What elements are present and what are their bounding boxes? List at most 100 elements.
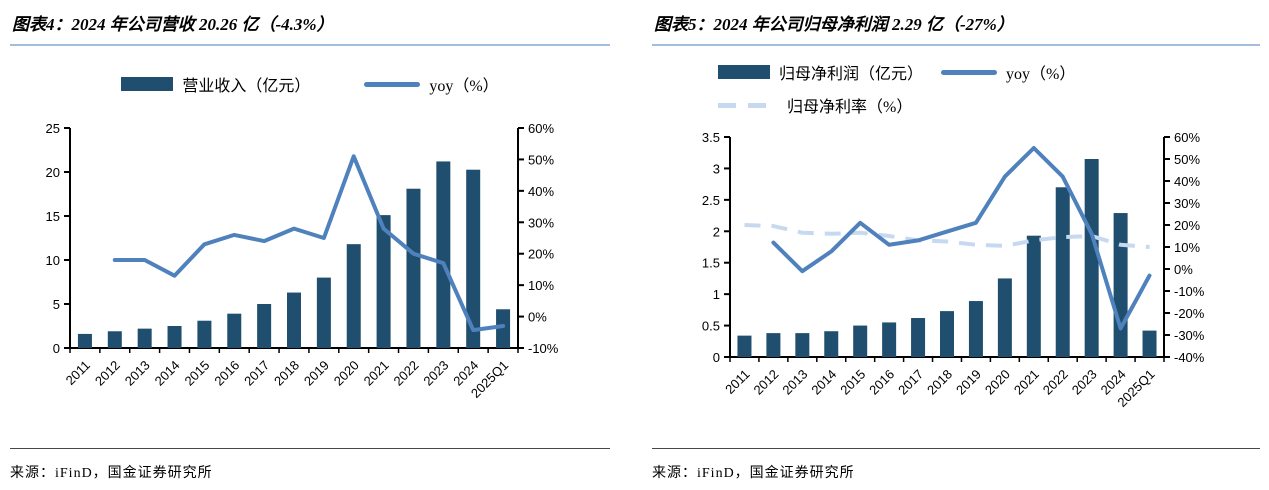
x-category-label: 2021 xyxy=(1011,367,1042,398)
dashed-line-swatch-icon xyxy=(718,102,778,108)
bar xyxy=(77,333,92,348)
right-axis-label: 20% xyxy=(528,247,554,262)
bar xyxy=(466,169,481,348)
source-divider xyxy=(652,448,1260,449)
x-category-label: 2014 xyxy=(808,367,839,398)
left-axis-label: 3 xyxy=(713,161,720,176)
legend-item-yoy: yoy（%） xyxy=(364,72,499,96)
left-axis-label: 0 xyxy=(53,341,60,356)
figure-5-source: 来源：iFinD，国金证券研究所 xyxy=(652,448,1260,482)
bar xyxy=(882,322,897,357)
bar xyxy=(227,313,242,348)
legend-item-yoy: yoy（%） xyxy=(941,60,1075,84)
right-axis-label: 50% xyxy=(528,152,554,167)
left-axis-label: 3.5 xyxy=(702,130,720,145)
right-axis-label: 40% xyxy=(1174,174,1200,189)
bar xyxy=(316,277,331,348)
yoy-line xyxy=(771,146,1152,331)
legend-item-net-profit: 归母净利润（亿元） xyxy=(718,60,923,84)
bar xyxy=(997,278,1012,357)
x-category-label: 2016 xyxy=(866,367,897,398)
x-category-label: 2017 xyxy=(241,358,272,389)
bar xyxy=(824,331,839,357)
x-category-label: 2019 xyxy=(953,367,984,398)
legend-label-yoy: yoy（%） xyxy=(1006,66,1076,83)
x-category-label: 2012 xyxy=(92,358,123,389)
figure-4-revenue-panel: 图表4：2024 年公司营收 20.26 亿（-4.3%） 营业收入（亿元） y… xyxy=(10,6,610,484)
bar xyxy=(911,318,926,357)
left-axis-label: 1 xyxy=(713,287,720,302)
x-category-label: 2018 xyxy=(271,358,302,389)
right-axis-label: 50% xyxy=(1174,152,1200,167)
bar xyxy=(107,331,122,348)
bar xyxy=(167,326,182,348)
left-axis-label: 0.5 xyxy=(702,319,720,334)
x-category-label: 2022 xyxy=(1040,367,1071,398)
right-axis-label: 0% xyxy=(528,310,547,325)
x-category-label: 2013 xyxy=(122,358,153,389)
figure-5-legend-row1: 归母净利润（亿元） yoy（%） xyxy=(652,60,1260,84)
legend-label-yoy: yoy（%） xyxy=(429,78,499,95)
figure-5-net-profit-panel: 图表5：2024 年公司归母净利润 2.29 亿（-27%） 归母净利润（亿元）… xyxy=(652,6,1260,484)
x-category-label: 2019 xyxy=(301,358,332,389)
bar xyxy=(376,215,391,348)
bar xyxy=(406,188,421,348)
right-axis-label: -20% xyxy=(1174,306,1205,321)
legend-label-net-profit: 归母净利润（亿元） xyxy=(779,66,924,83)
bar xyxy=(436,161,451,348)
x-category-label: 2015 xyxy=(837,367,868,398)
bar xyxy=(1055,187,1070,357)
legend-item-revenue: 营业收入（亿元） xyxy=(121,72,310,96)
bar xyxy=(766,333,781,357)
left-axis-label: 0 xyxy=(713,350,720,365)
bar xyxy=(1142,330,1157,357)
left-axis-label: 25 xyxy=(46,121,60,136)
bar xyxy=(968,301,983,357)
x-category-label: 2011 xyxy=(722,367,752,397)
left-axis-label: 20 xyxy=(46,165,60,180)
bar xyxy=(197,320,212,348)
bar-swatch-icon xyxy=(718,65,770,79)
x-category-label: 2020 xyxy=(982,367,1013,398)
right-axis-label: 40% xyxy=(528,184,554,199)
legend-label-net-margin: 归母净利率（%） xyxy=(787,99,913,116)
x-category-label: 2023 xyxy=(1069,367,1100,398)
x-category-label: 2017 xyxy=(895,367,926,398)
figure-4-title: 图表4：2024 年公司营收 20.26 亿（-4.3%） xyxy=(10,6,610,46)
line-swatch-icon xyxy=(364,81,421,87)
bar xyxy=(737,335,752,357)
x-category-label: 2013 xyxy=(779,367,810,398)
source-text: 来源：iFinD，国金证券研究所 xyxy=(652,466,855,481)
bar xyxy=(287,292,301,348)
right-axis-label: 60% xyxy=(1174,130,1200,145)
left-axis-label: 1.5 xyxy=(702,256,720,271)
legend-item-net-margin: 归母净利率（%） xyxy=(718,93,912,117)
left-axis-label: 2.5 xyxy=(702,193,720,208)
right-axis-label: 30% xyxy=(1174,196,1200,211)
source-divider xyxy=(10,448,610,449)
left-axis-label: 5 xyxy=(53,297,60,312)
x-category-label: 2022 xyxy=(391,358,422,389)
net-margin-line xyxy=(744,223,1150,249)
bar xyxy=(1084,159,1099,357)
figure-5-title: 图表5：2024 年公司归母净利润 2.29 亿（-27%） xyxy=(652,6,1260,46)
bar xyxy=(496,309,511,348)
left-axis-label: 15 xyxy=(46,209,60,224)
bar xyxy=(137,328,152,348)
bar xyxy=(795,333,810,357)
left-axis-label: 2 xyxy=(713,224,720,239)
left-axis-label: 10 xyxy=(46,253,60,268)
figure-4-source: 来源：iFinD，国金证券研究所 xyxy=(10,448,610,482)
bar xyxy=(940,311,954,357)
x-category-label: 2011 xyxy=(63,358,93,388)
line-swatch-icon xyxy=(941,69,998,75)
bar xyxy=(1113,213,1128,357)
bar xyxy=(853,325,868,357)
yoy-line xyxy=(112,154,506,333)
figure-4-legend: 营业收入（亿元） yoy（%） xyxy=(10,72,610,96)
bar xyxy=(257,304,272,348)
bar-swatch-icon xyxy=(121,77,174,91)
source-text: 来源：iFinD，国金证券研究所 xyxy=(10,466,213,481)
x-category-label: 2018 xyxy=(924,367,955,398)
